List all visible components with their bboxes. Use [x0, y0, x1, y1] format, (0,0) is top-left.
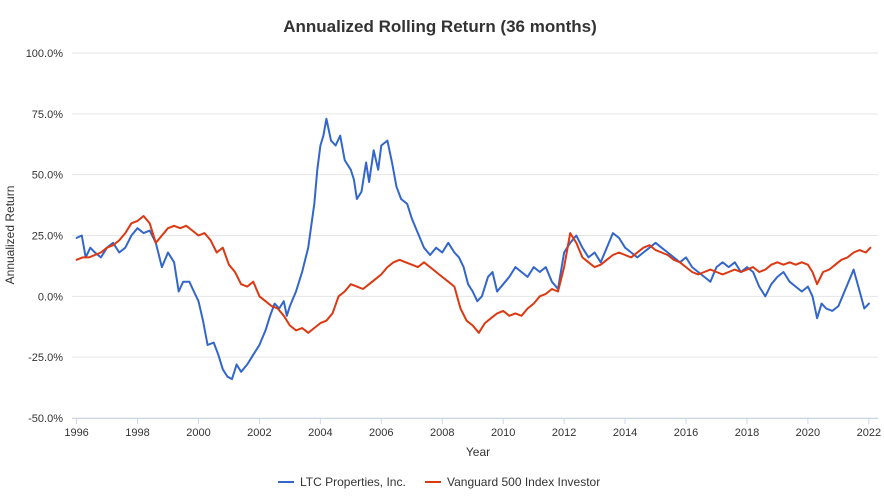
x-tick-label: 2004 — [308, 427, 332, 439]
x-tick-label: 1998 — [125, 427, 149, 439]
x-axis-title: Year — [466, 445, 490, 459]
legend-item-label[interactable]: LTC Properties, Inc. — [300, 475, 406, 489]
x-tick-label: 2000 — [186, 427, 210, 439]
series-lines — [75, 117, 872, 381]
x-tick-label: 2022 — [857, 427, 881, 439]
y-tick-label: -50.0% — [28, 413, 63, 425]
legend: LTC Properties, Inc. Vanguard 500 Index I… — [278, 475, 600, 489]
x-tick-label: 2008 — [430, 427, 454, 439]
x-tick-label: 2010 — [491, 427, 515, 439]
legend-item-label[interactable]: Vanguard 500 Index Investor — [447, 475, 600, 489]
y-tick-label: 0.0% — [38, 291, 63, 303]
y-tick-label: 100.0% — [26, 48, 64, 60]
y-tick-label: -25.0% — [28, 352, 63, 364]
gridlines — [72, 52, 878, 419]
chart-title: Annualized Rolling Return (36 months) — [283, 17, 597, 36]
y-tick-label: 25.0% — [32, 231, 63, 243]
x-tick-label: 1996 — [64, 427, 88, 439]
y-axis-title: Annualized Return — [3, 186, 17, 285]
x-tick-label: 2016 — [674, 427, 698, 439]
x-tick-label: 2014 — [613, 427, 637, 439]
y-tick-label: 75.0% — [32, 109, 63, 121]
series-line-vanguard-500-index-investor — [75, 215, 872, 334]
x-tick-label: 2012 — [552, 427, 576, 439]
x-tick-label: 2006 — [369, 427, 393, 439]
x-tick-label: 2018 — [735, 427, 759, 439]
y-tick-label: 50.0% — [32, 170, 63, 182]
x-tick-label: 2002 — [247, 427, 271, 439]
series-line-ltc-properties-inc — [75, 117, 870, 381]
axes: -50.0% -25.0% 0.0% 25.0% 50.0% 75.0% 100.0% 199… — [26, 48, 881, 439]
x-tick-label: 2020 — [796, 427, 820, 439]
